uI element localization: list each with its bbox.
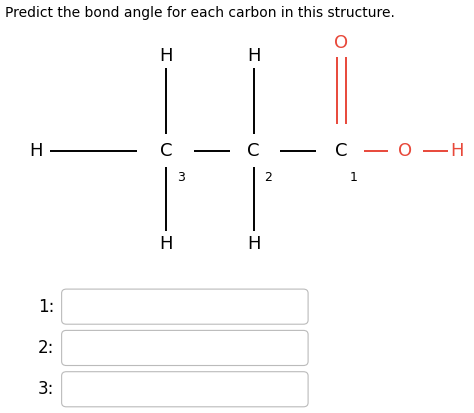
Text: 3: 3 [177, 171, 185, 184]
Text: H: H [159, 47, 173, 65]
Text: H: H [247, 47, 260, 65]
Text: H: H [159, 235, 173, 253]
Text: 2: 2 [264, 171, 273, 184]
FancyBboxPatch shape [62, 289, 308, 324]
Text: 1: 1 [350, 171, 358, 184]
Text: 1:: 1: [38, 298, 55, 316]
Text: H: H [29, 142, 42, 160]
Text: C: C [335, 142, 347, 160]
Text: O: O [334, 34, 348, 52]
Text: 2:: 2: [38, 339, 55, 357]
Text: C: C [247, 142, 260, 160]
Text: Predict the bond angle for each carbon in this structure.: Predict the bond angle for each carbon i… [5, 6, 395, 20]
Text: H: H [451, 142, 464, 160]
FancyBboxPatch shape [62, 372, 308, 407]
Text: O: O [398, 142, 412, 160]
Text: C: C [160, 142, 172, 160]
FancyBboxPatch shape [62, 330, 308, 366]
Text: H: H [247, 235, 260, 253]
Text: 3:: 3: [38, 380, 55, 398]
